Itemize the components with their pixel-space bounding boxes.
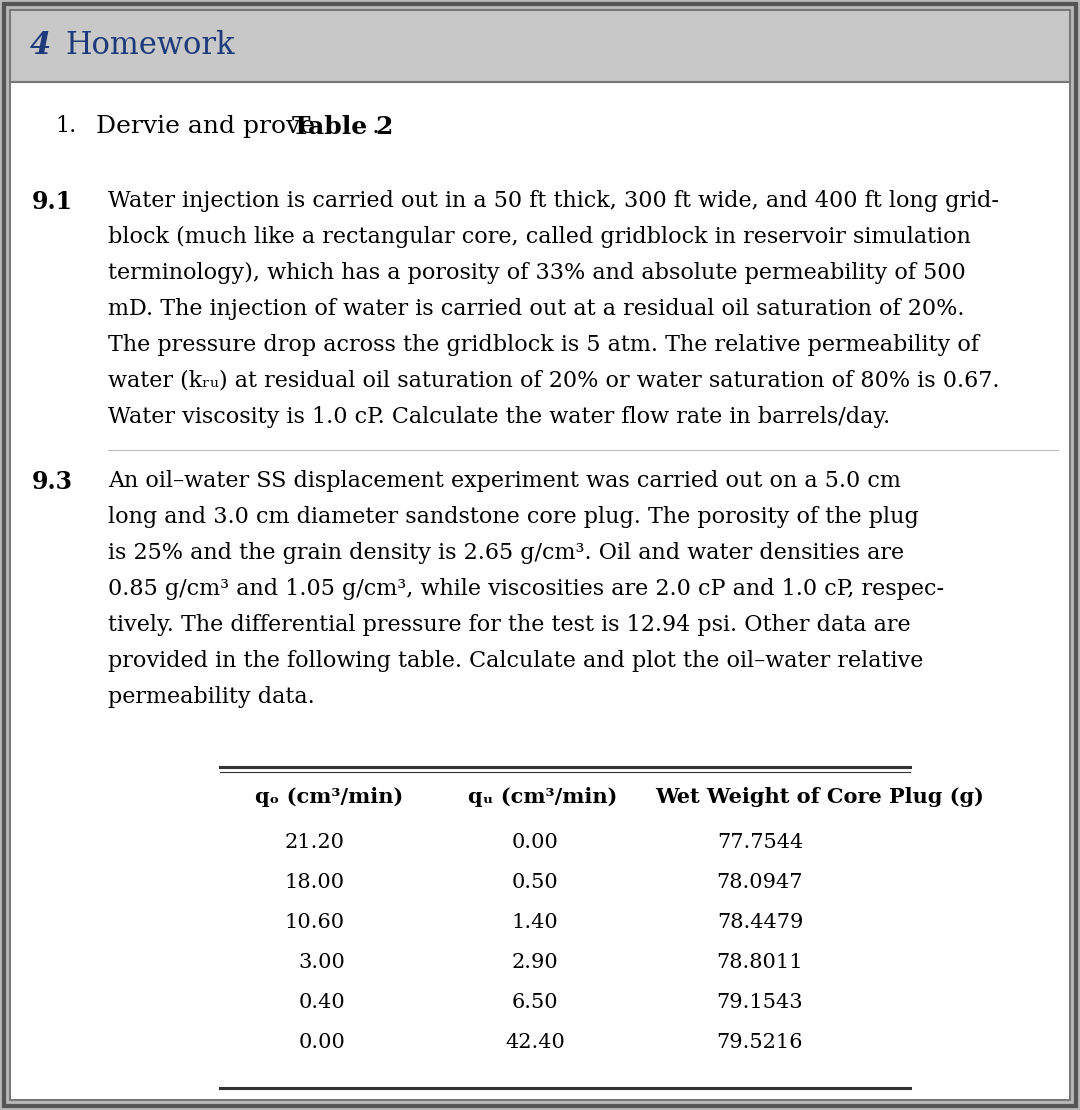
Text: Wet Weight of Core Plug (g): Wet Weight of Core Plug (g) [654,787,984,807]
Text: 3.00: 3.00 [298,953,345,972]
Text: 9.3: 9.3 [32,470,73,494]
Text: 78.0947: 78.0947 [717,872,804,892]
Text: long and 3.0 cm diameter sandstone core plug. The porosity of the plug: long and 3.0 cm diameter sandstone core … [108,506,919,528]
Text: terminology), which has a porosity of 33% and absolute permeability of 500: terminology), which has a porosity of 33… [108,262,966,284]
Text: mD. The injection of water is carried out at a residual oil saturation of 20%.: mD. The injection of water is carried ou… [108,297,964,320]
Text: 0.00: 0.00 [512,832,558,852]
Text: Dervie and prove: Dervie and prove [96,115,323,138]
Text: 1.40: 1.40 [512,914,558,932]
Text: 10.60: 10.60 [285,914,345,932]
Text: Homework: Homework [65,30,234,61]
Text: 6.50: 6.50 [512,993,558,1012]
Text: 0.85 g/cm³ and 1.05 g/cm³, while viscosities are 2.0 cP and 1.0 cP, respec-: 0.85 g/cm³ and 1.05 g/cm³, while viscosi… [108,578,944,601]
Text: 0.00: 0.00 [298,1033,345,1052]
Text: 18.00: 18.00 [285,872,345,892]
Text: is 25% and the grain density is 2.65 g/cm³. Oil and water densities are: is 25% and the grain density is 2.65 g/c… [108,542,904,564]
Text: 1.: 1. [55,115,77,137]
Text: 2.90: 2.90 [512,953,558,972]
Text: tively. The differential pressure for the test is 12.94 psi. Other data are: tively. The differential pressure for th… [108,614,910,636]
Text: 78.4479: 78.4479 [717,914,804,932]
Text: 21.20: 21.20 [285,832,345,852]
Text: qᵤ (cm³/min): qᵤ (cm³/min) [468,787,618,807]
Text: 0.40: 0.40 [298,993,345,1012]
Text: Water injection is carried out in a 50 ft thick, 300 ft wide, and 400 ft long gr: Water injection is carried out in a 50 f… [108,190,999,212]
Text: 42.40: 42.40 [505,1033,565,1052]
Text: Table 2: Table 2 [292,115,393,139]
Text: 9.1: 9.1 [32,190,73,214]
Text: An oil–water SS displacement experiment was carried out on a 5.0 cm: An oil–water SS displacement experiment … [108,470,901,492]
Text: provided in the following table. Calculate and plot the oil–water relative: provided in the following table. Calcula… [108,650,923,672]
Text: 79.1543: 79.1543 [717,993,804,1012]
Text: 77.7544: 77.7544 [717,832,804,852]
Text: The pressure drop across the gridblock is 5 atm. The relative permeability of: The pressure drop across the gridblock i… [108,334,978,356]
Text: block (much like a rectangular core, called gridblock in reservoir simulation: block (much like a rectangular core, cal… [108,226,971,249]
Text: Water viscosity is 1.0 cP. Calculate the water flow rate in barrels/day.: Water viscosity is 1.0 cP. Calculate the… [108,406,890,428]
Text: 78.8011: 78.8011 [717,953,804,972]
Text: 0.50: 0.50 [512,872,558,892]
Text: permeability data.: permeability data. [108,686,314,708]
Bar [10,10,1070,82]
Text: 79.5216: 79.5216 [717,1033,804,1052]
Text: qₒ (cm³/min): qₒ (cm³/min) [255,787,403,807]
Text: .: . [372,115,380,138]
Text: water (kᵣᵤ) at residual oil saturation of 20% or water saturation of 80% is 0.67: water (kᵣᵤ) at residual oil saturation o… [108,370,999,392]
Text: 4: 4 [30,30,51,61]
